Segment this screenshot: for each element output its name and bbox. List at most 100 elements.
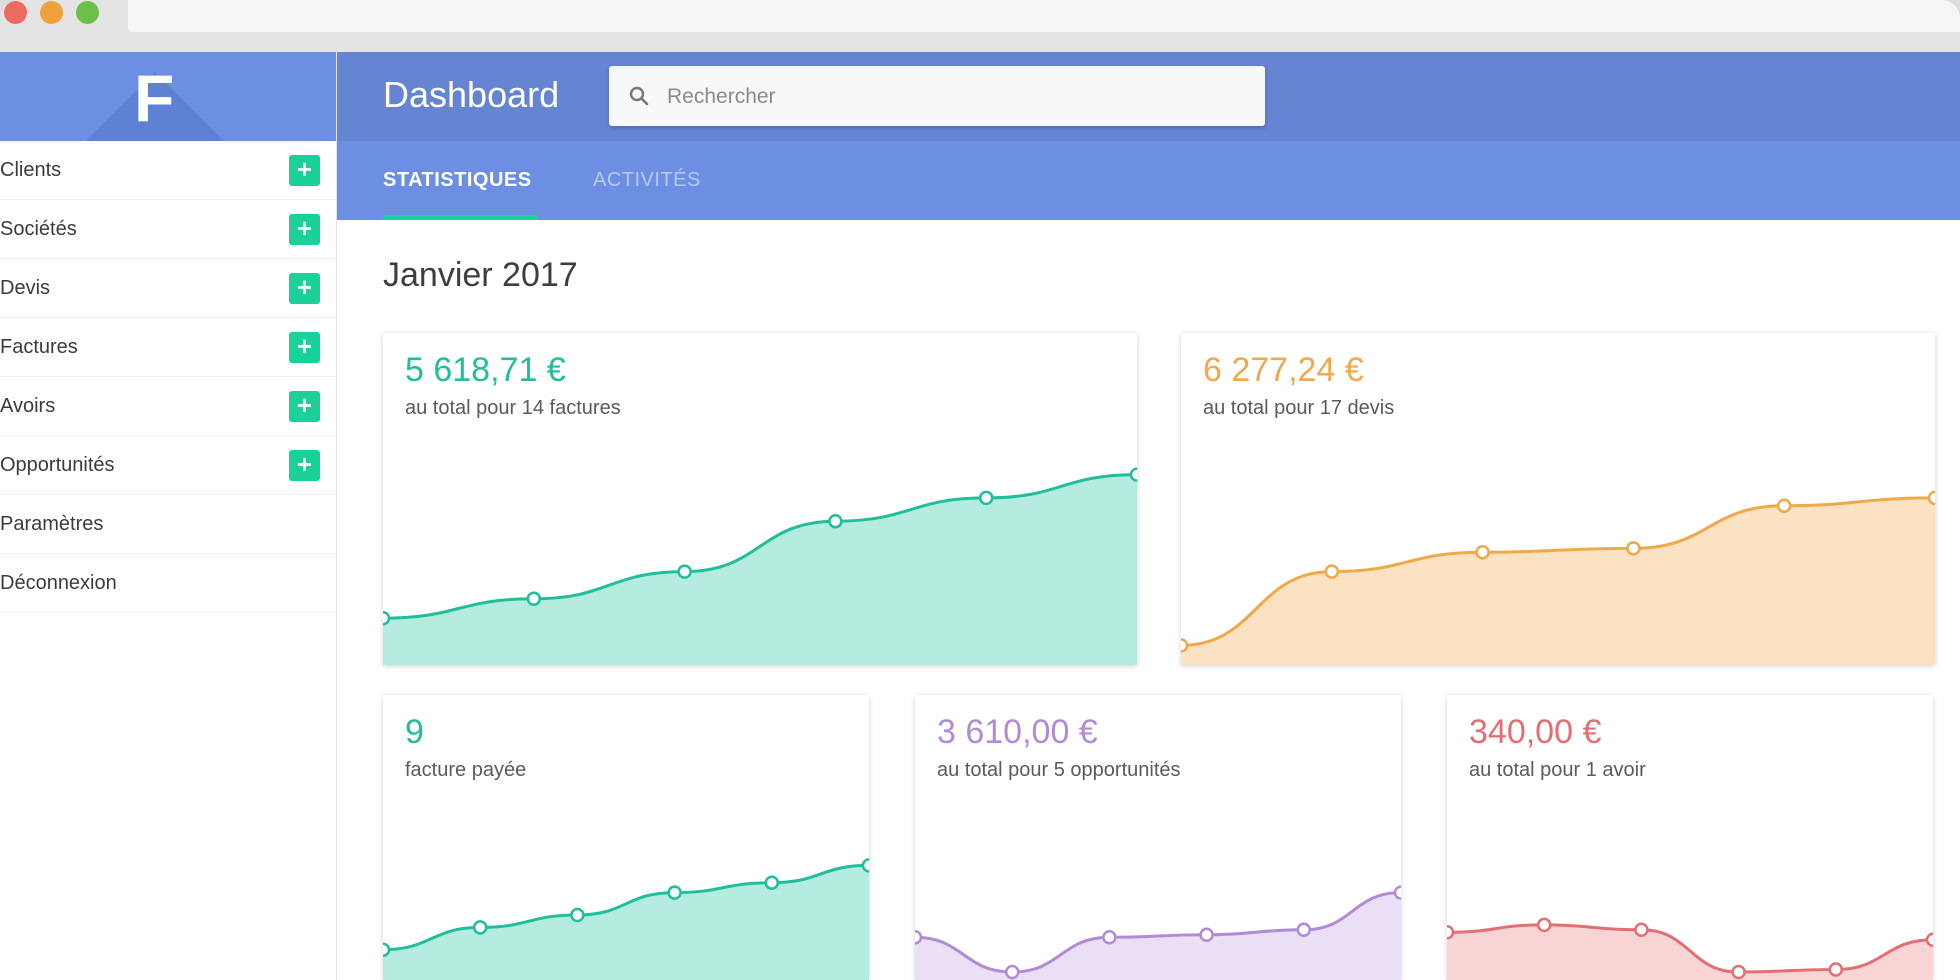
plus-icon[interactable]: + bbox=[289, 213, 320, 245]
area-chart bbox=[1181, 490, 1935, 665]
sidebar-item-6[interactable]: Paramètres bbox=[0, 495, 336, 554]
tab-bar: STATISTIQUES ACTIVITÉS bbox=[337, 141, 1960, 220]
plus-icon[interactable]: + bbox=[289, 154, 320, 186]
stat-card-factures-payees[interactable]: 9 facture payée bbox=[383, 695, 869, 980]
plus-icon[interactable]: + bbox=[289, 331, 320, 363]
tab-activites[interactable]: ACTIVITÉS bbox=[593, 169, 701, 191]
maximize-window-button[interactable] bbox=[76, 1, 99, 24]
sidebar-item-label: Sociétés bbox=[0, 217, 77, 240]
active-tab-indicator bbox=[383, 215, 538, 220]
plus-icon[interactable]: + bbox=[289, 390, 320, 422]
sidebar: F Clients + Sociétés + Devis + Factures + Avoirs… bbox=[0, 52, 337, 980]
sidebar-item-3[interactable]: Factures + bbox=[0, 318, 336, 377]
area-fill bbox=[383, 474, 1137, 665]
series-line bbox=[383, 863, 869, 952]
stat-card-opportunites[interactable]: 3 610,00 € au total pour 5 opportunités bbox=[915, 695, 1401, 980]
stat-card-avoirs[interactable]: 340,00 € au total pour 1 avoir bbox=[1447, 695, 1933, 980]
data-point[interactable] bbox=[1776, 498, 1792, 513]
data-point[interactable] bbox=[1393, 885, 1401, 900]
sidebar-item-label: Avoirs bbox=[0, 394, 56, 417]
data-point[interactable] bbox=[1731, 964, 1746, 980]
data-point[interactable] bbox=[570, 907, 585, 923]
stat-value: 340,00 € bbox=[1469, 713, 1602, 751]
stat-value: 6 277,24 € bbox=[1203, 351, 1364, 389]
tab-statistiques[interactable]: STATISTIQUES bbox=[383, 169, 532, 191]
data-point[interactable] bbox=[915, 930, 923, 945]
logo[interactable]: F bbox=[0, 52, 336, 141]
search-icon bbox=[629, 86, 649, 106]
data-point[interactable] bbox=[1102, 930, 1117, 945]
data-point[interactable] bbox=[764, 875, 780, 890]
address-bar[interactable] bbox=[128, 0, 1960, 32]
data-point[interactable] bbox=[1004, 964, 1020, 980]
area-chart bbox=[383, 467, 1137, 665]
main-content: Janvier 2017 5 618,71 € au total pour 14… bbox=[337, 220, 1960, 980]
sidebar-item-0[interactable]: Clients + bbox=[0, 141, 336, 200]
data-point[interactable] bbox=[667, 885, 682, 900]
data-point[interactable] bbox=[1925, 932, 1933, 948]
stat-card-devis[interactable]: 6 277,24 € au total pour 17 devis bbox=[1181, 333, 1935, 665]
sidebar-item-label: Opportunités bbox=[0, 453, 115, 476]
data-point[interactable] bbox=[1927, 490, 1935, 506]
sidebar-nav: Clients + Sociétés + Devis + Factures + Avoirs + O… bbox=[0, 141, 336, 613]
data-point[interactable] bbox=[1626, 541, 1641, 556]
data-point[interactable] bbox=[1324, 564, 1340, 579]
stat-subtitle: au total pour 1 avoir bbox=[1469, 759, 1646, 781]
data-point[interactable] bbox=[978, 490, 994, 506]
logo-letter: F bbox=[134, 61, 175, 135]
area-chart bbox=[383, 858, 869, 980]
minimize-window-button[interactable] bbox=[40, 1, 63, 24]
area-chart bbox=[1447, 917, 1933, 980]
area-chart bbox=[915, 885, 1401, 980]
data-point[interactable] bbox=[472, 920, 488, 935]
data-point[interactable] bbox=[1181, 638, 1189, 653]
data-point[interactable] bbox=[861, 858, 869, 873]
data-point[interactable] bbox=[1296, 922, 1312, 938]
data-point[interactable] bbox=[1536, 917, 1552, 933]
search-box[interactable] bbox=[609, 66, 1265, 128]
stat-subtitle: au total pour 14 factures bbox=[405, 397, 621, 419]
stat-subtitle: au total pour 5 opportunités bbox=[937, 759, 1181, 781]
search-input[interactable] bbox=[665, 66, 1249, 128]
series-line bbox=[383, 473, 1137, 620]
period-title: Janvier 2017 bbox=[383, 256, 578, 294]
area-fill bbox=[383, 865, 869, 980]
sidebar-item-2[interactable]: Devis + bbox=[0, 259, 336, 318]
data-point[interactable] bbox=[1475, 544, 1490, 560]
close-window-button[interactable] bbox=[4, 1, 27, 24]
sidebar-item-label: Clients bbox=[0, 158, 62, 181]
data-point[interactable] bbox=[677, 564, 692, 579]
plus-icon[interactable]: + bbox=[289, 449, 320, 481]
sidebar-item-label: Devis bbox=[0, 276, 51, 299]
data-point[interactable] bbox=[383, 942, 391, 957]
data-point[interactable] bbox=[1634, 922, 1649, 938]
data-point[interactable] bbox=[526, 591, 542, 607]
data-point[interactable] bbox=[1129, 467, 1137, 482]
stat-card-factures[interactable]: 5 618,71 € au total pour 14 factures bbox=[383, 333, 1137, 665]
series-line bbox=[915, 891, 1401, 974]
series-line bbox=[1447, 923, 1933, 974]
plus-icon[interactable]: + bbox=[289, 272, 320, 304]
sidebar-item-5[interactable]: Opportunités + bbox=[0, 436, 336, 495]
page-title: Dashboard bbox=[383, 74, 560, 115]
data-point[interactable] bbox=[1447, 925, 1455, 940]
sidebar-item-label: Factures bbox=[0, 335, 78, 358]
data-point[interactable] bbox=[1828, 962, 1844, 977]
data-point[interactable] bbox=[828, 513, 843, 529]
top-bar: Dashboard bbox=[337, 52, 1960, 141]
sidebar-item-4[interactable]: Avoirs + bbox=[0, 377, 336, 436]
stat-value: 9 bbox=[405, 713, 424, 751]
stat-subtitle: facture payée bbox=[405, 759, 527, 781]
browser-titlebar bbox=[0, 0, 1960, 52]
stat-subtitle: au total pour 17 devis bbox=[1203, 397, 1395, 419]
series-line bbox=[1181, 496, 1935, 647]
stat-value: 5 618,71 € bbox=[405, 351, 566, 389]
area-fill bbox=[1181, 497, 1935, 665]
sidebar-item-7[interactable]: Déconnexion bbox=[0, 554, 336, 613]
data-point[interactable] bbox=[1199, 927, 1214, 943]
sidebar-item-label: Déconnexion bbox=[0, 571, 117, 594]
sidebar-item-1[interactable]: Sociétés + bbox=[0, 200, 336, 259]
stat-value: 3 610,00 € bbox=[937, 713, 1098, 751]
data-point[interactable] bbox=[383, 610, 391, 626]
